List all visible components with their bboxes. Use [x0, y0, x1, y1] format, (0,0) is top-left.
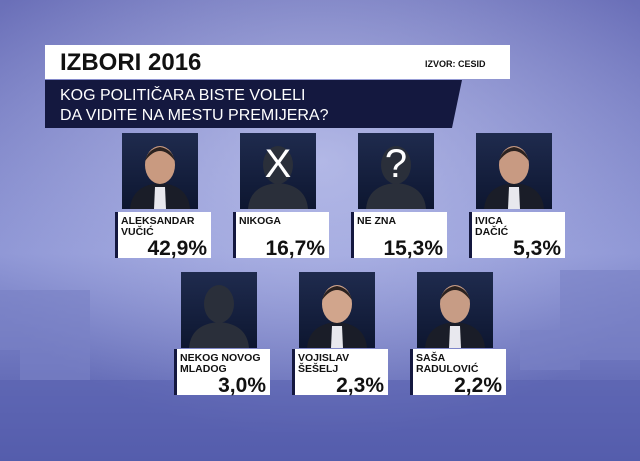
- candidate-name: ŠEŠELJ: [298, 362, 338, 375]
- candidate-name: NEKOG NOVOG: [180, 352, 261, 364]
- label-box: [292, 349, 388, 395]
- candidate-name: RADULOVIĆ: [416, 362, 479, 375]
- question-bar: [45, 80, 462, 128]
- hair: [145, 147, 175, 161]
- label-accent: [469, 212, 472, 258]
- label-box: [410, 349, 506, 395]
- hair: [499, 147, 529, 161]
- candidate-value: 2,3%: [336, 374, 384, 397]
- city-blocks: [0, 270, 640, 461]
- label-box: [469, 212, 565, 258]
- label-accent: [410, 349, 413, 395]
- label-box: [351, 212, 447, 258]
- silhouette-head: [499, 146, 529, 184]
- candidate-value: 15,3%: [383, 237, 443, 260]
- title-bar: [45, 45, 510, 79]
- silhouette-body: [366, 183, 426, 209]
- candidate-name: VOJISLAV: [298, 352, 349, 364]
- candidate-value: 3,0%: [218, 374, 266, 397]
- shirt: [449, 326, 461, 348]
- candidate-name: VUČIĆ: [121, 225, 154, 238]
- candidate-card: ? NE ZNA 15,3%: [351, 133, 447, 260]
- label-accent: [174, 349, 177, 395]
- candidate-value: 16,7%: [265, 237, 325, 260]
- label-accent: [115, 212, 118, 258]
- silhouette-head: [381, 146, 411, 184]
- shirt: [508, 187, 520, 209]
- candidate-name: SAŠA: [416, 351, 446, 364]
- source: IZVOR: CESID: [425, 59, 486, 69]
- question-line: DA VIDITE NA MESTU PREMIJERA?: [60, 107, 329, 124]
- label-accent: [292, 349, 295, 395]
- question-line: KOG POLITIČARA BISTE VOLELI: [60, 85, 305, 104]
- overlay-symbol: X: [265, 142, 292, 186]
- candidate-value: 42,9%: [147, 237, 207, 260]
- candidate-name: ALEKSANDAR: [121, 215, 195, 227]
- silhouette-head: [263, 146, 293, 184]
- hair: [322, 286, 352, 300]
- label-box: [115, 212, 211, 258]
- silhouette-head: [322, 285, 352, 323]
- silhouette-body: [248, 183, 308, 209]
- silhouette-head: [145, 146, 175, 184]
- silhouette-head: [440, 285, 470, 323]
- label-box: [233, 212, 329, 258]
- hair: [440, 286, 470, 300]
- title: IZBORI 2016: [60, 49, 201, 76]
- candidate-name: IVICA: [475, 215, 503, 227]
- label-box: [174, 349, 270, 395]
- candidate-name: NE ZNA: [357, 215, 397, 227]
- silhouette-body: [189, 322, 249, 348]
- candidate-card: X NIKOGA 16,7%: [233, 133, 329, 260]
- silhouette-head: [204, 285, 234, 323]
- candidate-name: DAČIĆ: [475, 225, 509, 238]
- candidate-value: 5,3%: [513, 237, 561, 260]
- label-accent: [351, 212, 354, 258]
- candidate-name: NIKOGA: [239, 215, 281, 227]
- label-accent: [233, 212, 236, 258]
- shirt: [154, 187, 166, 209]
- overlay-symbol: ?: [385, 142, 407, 186]
- candidate-name: MLADOG: [180, 363, 227, 375]
- shirt: [331, 326, 343, 348]
- candidate-value: 2,2%: [454, 374, 502, 397]
